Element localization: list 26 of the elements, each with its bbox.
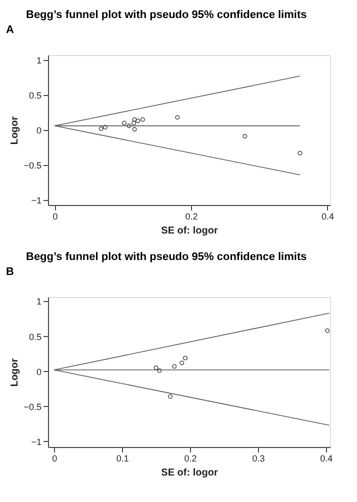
x-tick-label: 0 (52, 454, 58, 464)
chart-title: Begg’s funnel plot with pseudo 95% confidence limits (26, 251, 307, 263)
x-tick-label: 0.3 (252, 454, 265, 464)
x-axis-title: SE of: logor (161, 468, 218, 478)
x-axis-title: SE of: logor (161, 226, 218, 236)
y-tick-label: 0.5 (28, 90, 42, 100)
y-tick-label: −0.5 (24, 160, 42, 171)
y-tick-label: −1 (31, 196, 42, 206)
y-axis-title: Logor (10, 358, 21, 387)
text: B (6, 266, 14, 278)
x-tick-label: 0.4 (322, 212, 334, 222)
x-tick-label: 0 (52, 212, 58, 222)
x-tick-label: 0.1 (116, 454, 129, 464)
x-tick-label: 0.2 (185, 212, 198, 222)
text: A (6, 24, 14, 36)
y-tick-label: 1 (36, 55, 42, 66)
y-tick-label: 1 (36, 296, 42, 307)
y-tick-label: 0 (36, 366, 42, 377)
y-tick-label: 0 (36, 126, 42, 136)
x-tick-label: 0.2 (184, 454, 197, 464)
y-tick-label: −0.5 (24, 402, 42, 412)
y-tick-label: −1 (31, 436, 42, 447)
y-axis-title: Logor (10, 116, 21, 145)
chart-title: Begg’s funnel plot with pseudo 95% confidence limits (26, 9, 307, 21)
x-tick-label: 0.4 (320, 454, 333, 464)
y-tick-label: 0.5 (28, 332, 42, 342)
